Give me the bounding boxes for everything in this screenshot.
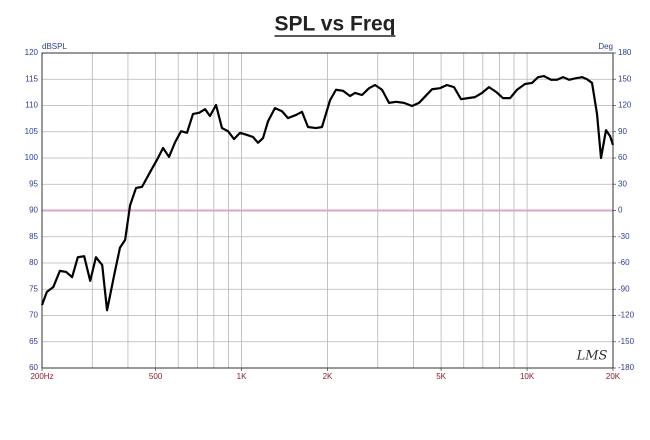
- y2-tick-label: -30: [618, 232, 630, 241]
- chart-title: SPL vs Freq: [275, 13, 396, 36]
- y2-axis-label: Deg: [598, 42, 613, 51]
- y2-tick-label: -60: [618, 258, 630, 267]
- y-tick-label: 85: [29, 232, 38, 241]
- plot-frame: [41, 52, 614, 369]
- y2-tick-label: 0: [618, 206, 623, 215]
- x-tick-label: 1K: [237, 372, 247, 381]
- y-tick-label: 105: [25, 127, 39, 136]
- y2-tick-label: -180: [618, 363, 635, 372]
- x-tick-label: 500: [149, 372, 163, 381]
- y-tick-label: 65: [29, 337, 38, 346]
- y-tick-label: 80: [29, 258, 38, 267]
- y2-tick-label: -150: [618, 337, 635, 346]
- y-tick-label: 90: [29, 206, 38, 215]
- y2-tick-label: 180: [618, 48, 632, 57]
- y2-tick-label: 30: [618, 179, 627, 188]
- y-tick-label: 120: [25, 48, 39, 57]
- y2-tick-label: -120: [618, 311, 635, 320]
- y-tick-label: 75: [29, 284, 38, 293]
- spl-line: [40, 75, 615, 312]
- watermark: LMS: [576, 349, 608, 364]
- y-tick-label: 95: [29, 179, 38, 188]
- y-tick-label: 110: [25, 101, 38, 110]
- y-tick-label: 100: [25, 153, 39, 162]
- x-tick-label: 10K: [520, 372, 535, 381]
- y2-tick-label: 150: [618, 74, 632, 83]
- y-tick-label: 115: [25, 74, 38, 83]
- x-tick-label: 200Hz: [30, 372, 53, 381]
- y2-tick-label: 60: [618, 153, 627, 162]
- x-tick-label: 2K: [323, 372, 333, 381]
- y2-tick-label: 120: [618, 101, 632, 110]
- y2-tick-label: -90: [618, 284, 630, 293]
- y-axis-label: dBSPL: [42, 42, 67, 51]
- x-tick-label: 20K: [606, 372, 621, 381]
- y2-tick-label: 90: [618, 127, 627, 136]
- y-tick-label: 60: [29, 363, 38, 372]
- x-tick-label: 5K: [436, 372, 446, 381]
- y-tick-label: 70: [29, 311, 38, 320]
